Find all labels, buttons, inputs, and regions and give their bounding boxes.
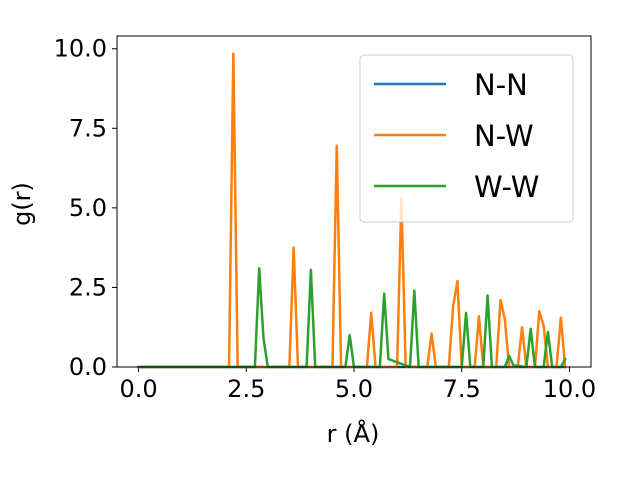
x-tick-label: 2.5 — [227, 375, 265, 403]
legend-box — [359, 54, 574, 223]
y-tick-label: 10.0 — [54, 35, 107, 63]
series-line-w-w — [137, 267, 567, 369]
y-tick-label: 5.0 — [69, 194, 107, 222]
x-tick-label: 7.5 — [443, 375, 481, 403]
x-tick-label: 0.0 — [119, 375, 157, 403]
y-tick-label: 0.0 — [69, 353, 107, 381]
y-axis-title: g(r) — [8, 182, 36, 226]
x-tick-label: 10.0 — [543, 375, 596, 403]
legend-label: W-W — [474, 170, 539, 204]
legend: N-N N-W W-W — [359, 54, 574, 223]
ticks-layer: 0.0 2.5 5.0 7.5 10.0 0.0 2.5 5.0 7.5 10.0 — [54, 35, 597, 403]
y-tick-label: 7.5 — [69, 114, 107, 142]
axes-frame — [116, 35, 592, 368]
y-tick-label: 2.5 — [69, 273, 107, 301]
x-tick-label: 5.0 — [335, 375, 373, 403]
x-axis-title: r (Å) — [327, 419, 380, 448]
legend-label: N-N — [474, 68, 528, 102]
legend-label: N-W — [474, 119, 534, 153]
